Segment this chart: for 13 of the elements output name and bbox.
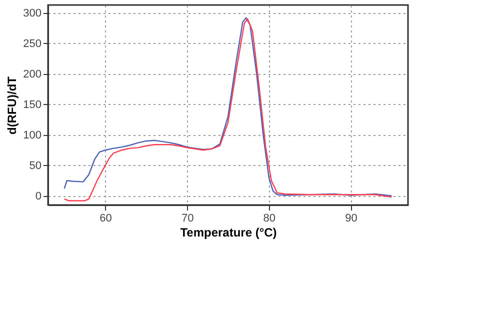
x-tick-label: 60 <box>100 212 112 224</box>
y-tick-label: 100 <box>23 129 42 142</box>
y-tick-label: 200 <box>23 68 42 80</box>
y-tick-label: 300 <box>23 7 42 20</box>
x-axis-title: Temperature (°C) <box>180 226 277 240</box>
y-tick-label: 250 <box>23 38 42 50</box>
x-tick-label: 80 <box>263 212 276 224</box>
x-tick-label: 70 <box>181 212 194 224</box>
y-axis-title: d(RFU)/dT <box>5 76 20 134</box>
x-tick-label: 90 <box>345 212 358 224</box>
y-tick-label: 150 <box>23 98 42 111</box>
y-tick-label: 50 <box>29 160 42 172</box>
y-tick-label: 0 <box>35 190 42 202</box>
